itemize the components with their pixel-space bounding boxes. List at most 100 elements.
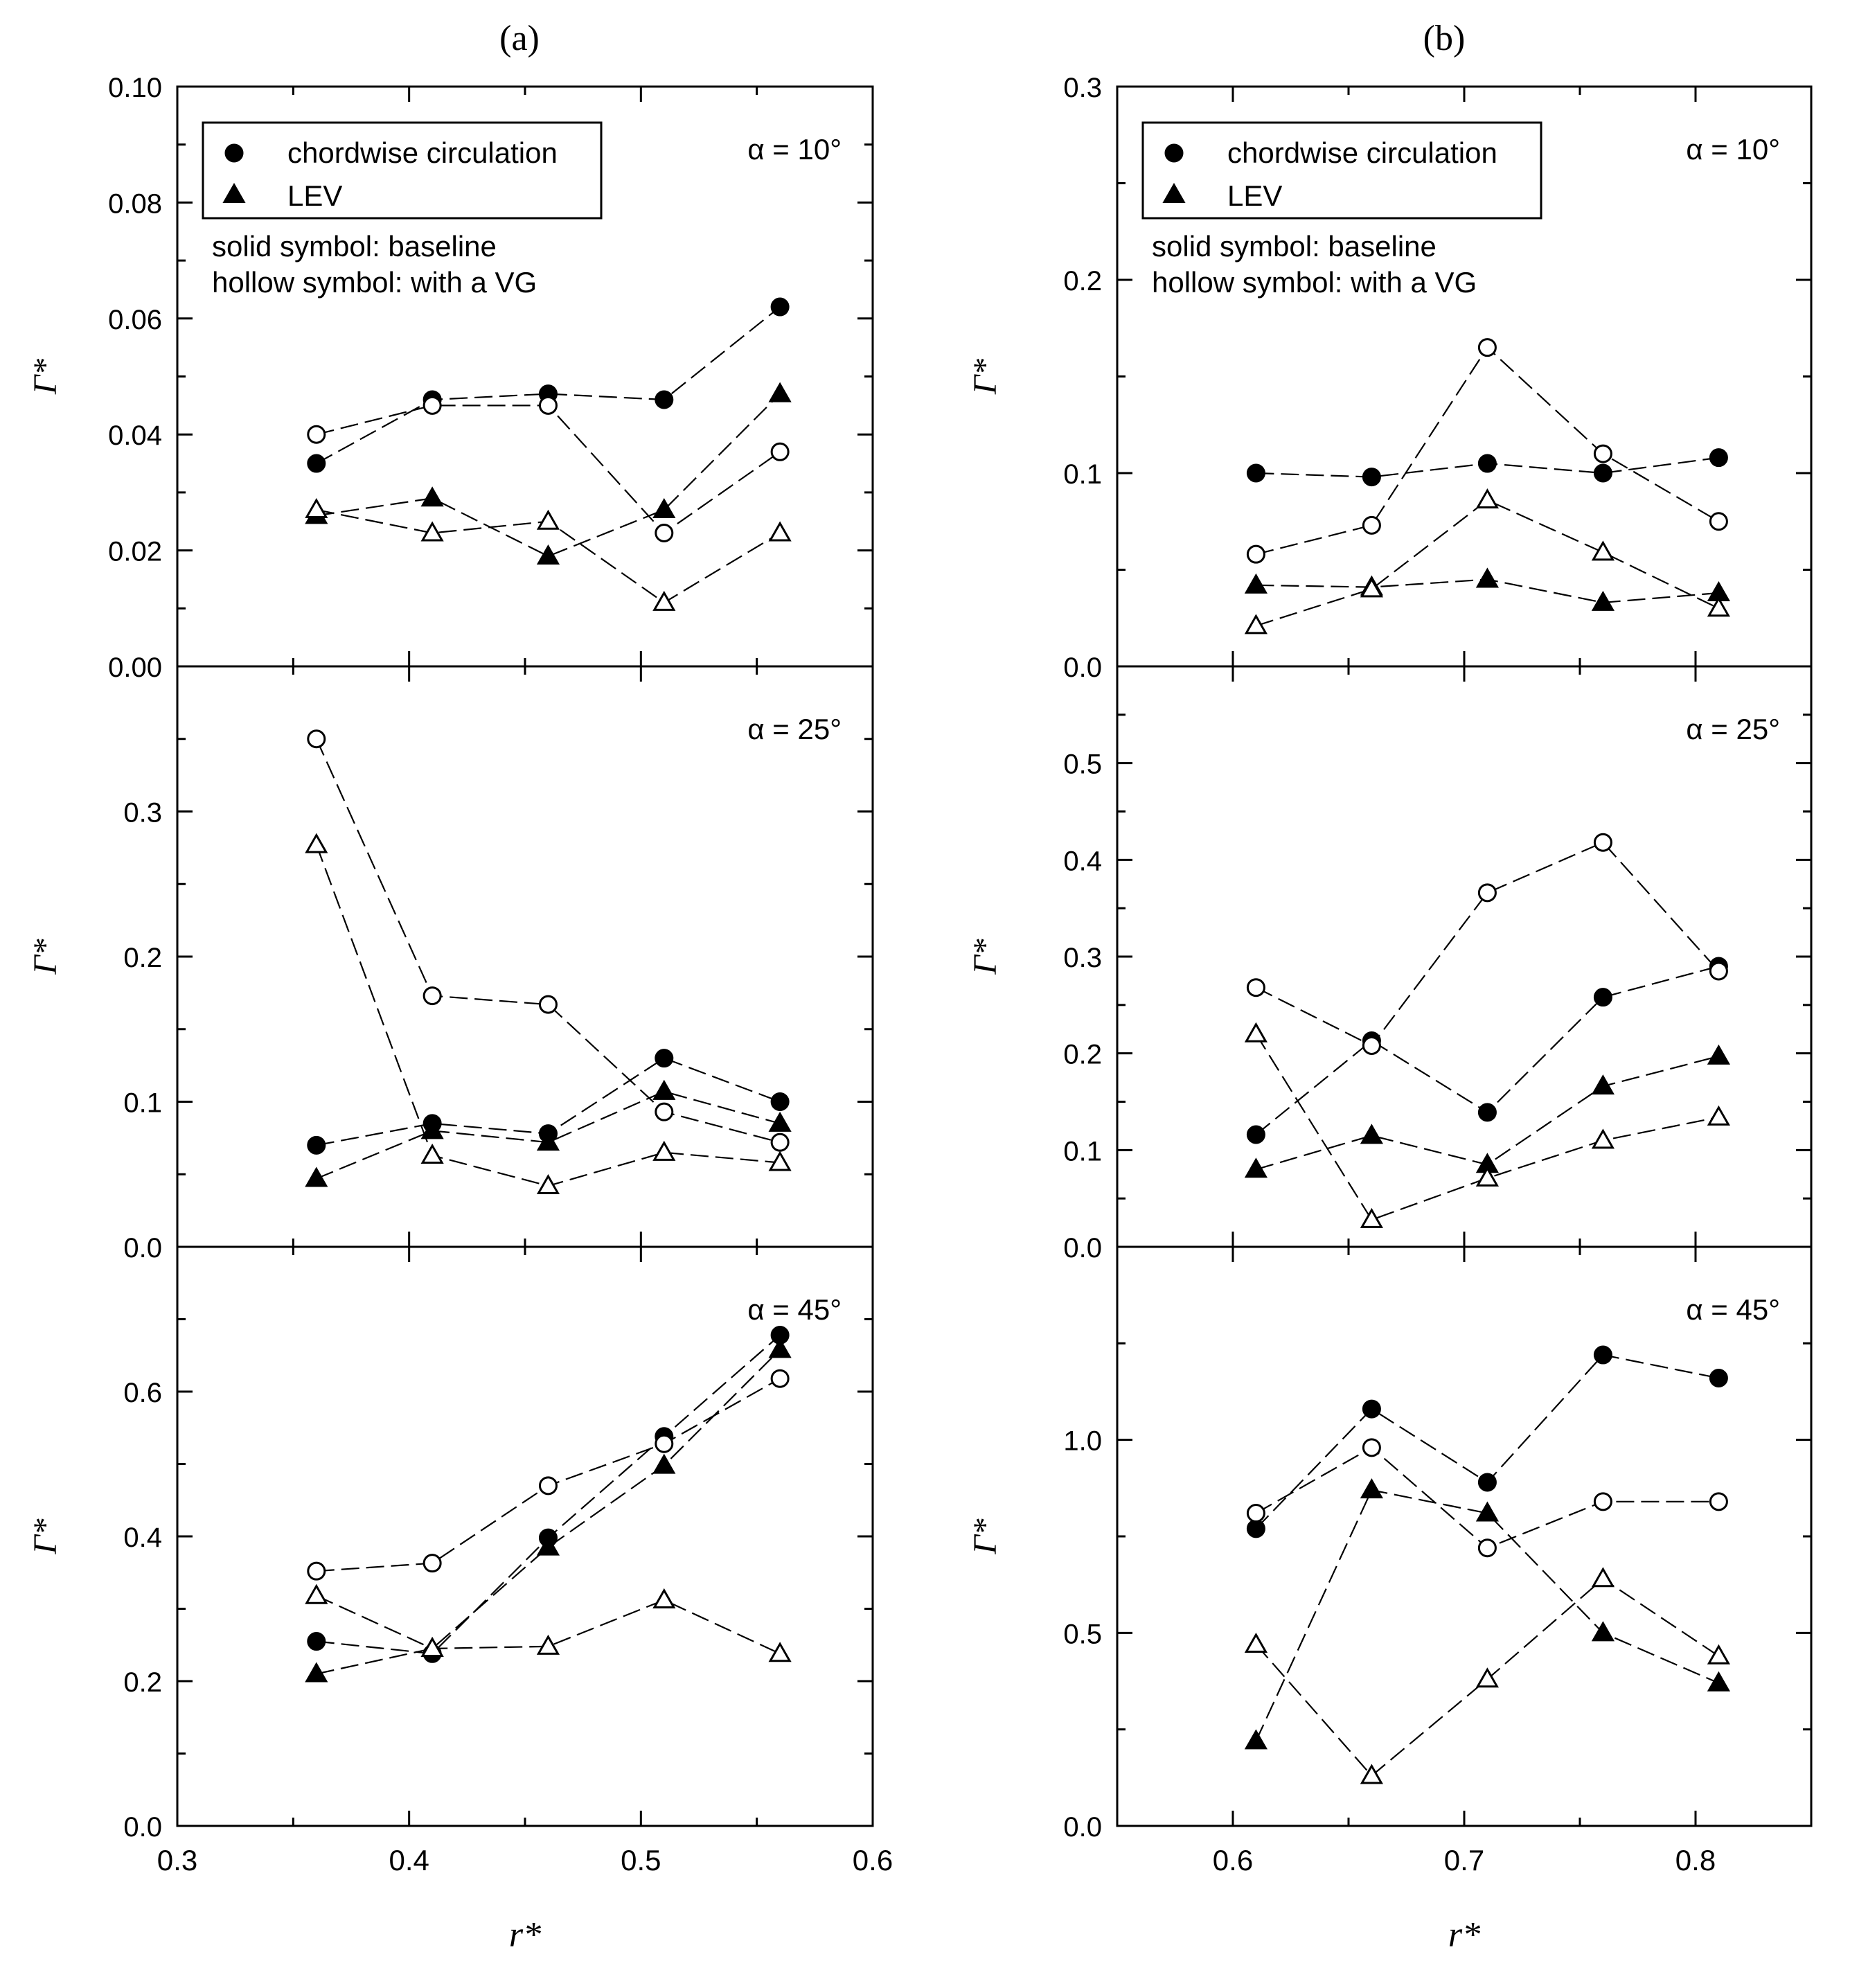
legend-label-circulation: chordwise circulation [1227,136,1497,169]
series-line [316,393,781,558]
hollow-triangle-point [1475,1667,1499,1688]
hollow-triangle-point [536,1634,560,1655]
solid-circle-point [1246,1519,1265,1538]
series-line [1256,346,1719,556]
panel-alpha-10: 0.00 0.02 0.04 0.06 0.08 0.10 Γ* α = 10° chordwi… [27,73,874,683]
y-tick-label: 0.3 [1063,73,1102,103]
solid-circle-point [770,1092,790,1111]
solid-triangle-point [1475,1501,1499,1522]
solid-circle-point [1246,1125,1265,1144]
y-tick-label: 0.3 [1063,943,1102,973]
y-tick-label: 0.0 [1063,1812,1102,1843]
hollow-triangle-point [1475,488,1499,509]
legend-circle-marker [224,143,244,163]
note-solid-symbol: solid symbol: baseline [1152,230,1437,263]
legend-triangle-marker [1162,182,1186,203]
y-axis-label: Γ* [967,359,1004,395]
solid-triangle-point [768,1338,792,1358]
solid-triangle-point [652,1079,676,1100]
y-tick-label: 0.04 [108,420,162,451]
solid-triangle-point [1591,590,1615,611]
legend: chordwise circulation LEV [1141,121,1542,220]
hollow-triangle-point [305,1583,328,1604]
alpha-label: α = 45° [1686,1293,1780,1326]
hollow-circle-point [1477,338,1497,357]
hollow-triangle-point [1360,577,1383,598]
y-tick-label: 0.06 [108,305,162,335]
y-tick-label: 1.0 [1063,1426,1102,1457]
hollow-triangle-point [1591,540,1615,561]
hollow-triangle-point [305,497,328,519]
hollow-circle-point [423,986,442,1006]
note-hollow-symbol: hollow symbol: with a VG [1152,266,1477,299]
hollow-triangle-point [420,1143,444,1164]
hollow-circle-point [1709,1492,1728,1511]
series-line [1255,1446,1719,1549]
solid-circle-point [1477,1473,1497,1492]
hollow-triangle-point [1244,1022,1268,1042]
alpha-label: α = 25° [747,713,842,745]
solid-circle-point [1709,1368,1728,1387]
solid-triangle-point [652,497,676,519]
solid-circle-point [307,1632,326,1651]
hollow-triangle-point [305,833,328,853]
solid-circle-point [307,1135,326,1155]
x-tick-label: 0.6 [1213,1844,1253,1876]
chart-column-b: (b) 0.0 0.1 0.2 0.3 Γ* α = 10° chordwise circul… [967,19,1813,1955]
y-axis-label: Γ* [27,939,64,975]
y-axis-label: Γ* [27,359,64,395]
hollow-circle-point [1246,544,1265,564]
x-tick-label: 0.8 [1675,1844,1716,1876]
alpha-label: α = 25° [1686,713,1780,745]
hollow-triangle-point [768,1151,792,1171]
y-tick-label: 0.2 [1063,1040,1102,1070]
y-tick-label: 0.1 [1063,1136,1102,1166]
hollow-triangle-point [1707,596,1730,617]
y-tick-label: 0.02 [108,537,162,567]
y-tick-label: 0.2 [123,1667,162,1698]
hollow-triangle-point [1244,614,1268,634]
y-tick-label: 0.2 [123,943,162,973]
solid-triangle-point [536,544,560,565]
x-tick-label: 0.4 [389,1844,429,1876]
solid-circle-point [1593,463,1612,483]
hollow-circle-point [1477,1538,1497,1558]
panel-alpha-45: 0.0 0.5 1.0 Γ* α = 45° [967,1245,1813,1843]
y-tick-label: 0.5 [1063,1619,1102,1649]
hollow-triangle-point [652,1140,676,1161]
y-tick-label: 0.0 [1063,653,1102,683]
panel-alpha-45: 0.0 0.2 0.4 0.6 Γ* α = 45° [27,1245,874,1843]
hollow-triangle-point [1244,1633,1268,1653]
plot-frame [176,1245,874,1827]
solid-circle-point [770,297,790,317]
y-tick-label: 0.0 [123,1812,162,1843]
series-line [316,1349,781,1675]
solid-circle-point [1593,1345,1612,1365]
hollow-circle-point [1593,444,1612,463]
y-tick-label: 0.00 [108,653,162,683]
hollow-circle-point [770,1133,790,1152]
solid-triangle-point [1244,1157,1268,1178]
panel-alpha-10: 0.0 0.1 0.2 0.3 Γ* α = 10° chordwise circulati… [967,73,1813,683]
panel-alpha-25: 0.0 0.1 0.2 0.3 Γ* α = 25° [27,665,874,1263]
hollow-circle-point [1477,883,1497,903]
panel-alpha-25: 0.0 0.1 0.2 0.3 0.4 0.5 Γ* α = 25° [967,665,1813,1263]
solid-circle-point [1709,448,1728,468]
hollow-circle-point [423,1554,442,1573]
solid-circle-point [1362,468,1381,487]
series-line [1255,841,1720,1047]
y-tick-label: 0.4 [123,1523,162,1553]
hollow-circle-point [538,396,558,415]
hollow-triangle-point [1591,1567,1615,1588]
solid-triangle-point [1244,1729,1268,1750]
solid-triangle-point [652,1453,676,1474]
solid-triangle-point [536,1535,560,1556]
solid-triangle-point [1475,567,1499,588]
solid-triangle-point [768,1111,792,1132]
x-axis-label: r* [509,1915,541,1955]
hollow-circle-point [770,1369,790,1388]
y-tick-label: 0.4 [1063,846,1102,876]
column-title: (a) [499,19,540,58]
y-tick-label: 0.10 [108,73,162,103]
x-axis-label: r* [1448,1915,1480,1955]
